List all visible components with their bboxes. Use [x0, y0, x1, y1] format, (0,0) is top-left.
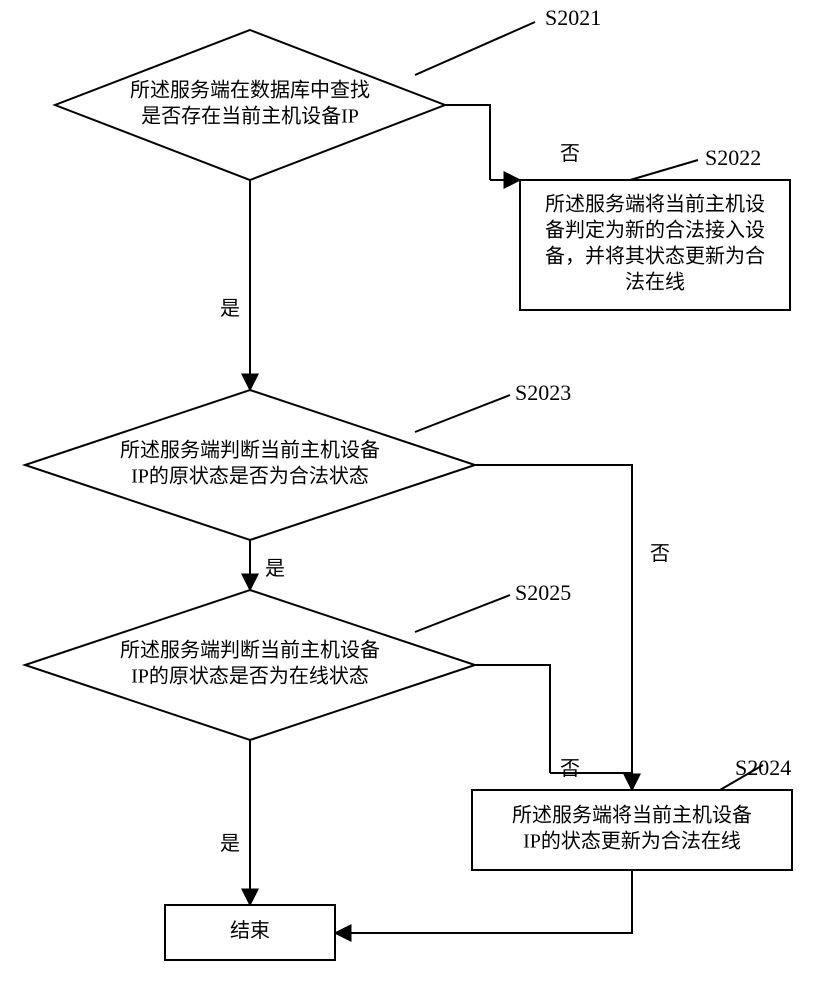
step-label: S2025 — [515, 580, 571, 605]
step-label: S2022 — [705, 145, 761, 170]
d1-line-1: 是否存在当前主机设备IP — [141, 105, 359, 128]
edge-label-3: 是 — [265, 558, 285, 580]
step-label: S2023 — [515, 380, 571, 405]
step-label: S2021 — [545, 5, 601, 30]
edge-label-5: 是 — [220, 833, 240, 855]
node-end: 结束 — [165, 905, 335, 960]
p2-line-0: 所述服务端将当前主机设备 — [512, 804, 752, 827]
node-d3: 所述服务端判断当前主机设备 IP的原状态是否为在线状态 S2025 — [25, 580, 571, 740]
edge-label-4: 否 — [650, 543, 670, 565]
leader-line — [630, 160, 698, 180]
edge-1 — [445, 105, 490, 180]
edge-label-1: 否 — [560, 143, 580, 165]
step-label: S2024 — [735, 755, 791, 780]
p1-line-2: 备，并将其状态更新为合 — [545, 245, 765, 268]
leader-line — [415, 395, 510, 432]
d2-line-1: IP的原状态是否为合法状态 — [131, 465, 369, 488]
edge-4 — [475, 465, 632, 790]
p2-line-1: IP的状态更新为合法在线 — [523, 830, 741, 853]
edge-8 — [335, 870, 632, 933]
leader-line — [415, 22, 535, 75]
p1-line-0: 所述服务端将当前主机设 — [545, 193, 765, 216]
p1-line-3: 法在线 — [625, 271, 685, 294]
end-line-0: 结束 — [230, 919, 270, 942]
edge-label-0: 是 — [220, 298, 240, 320]
leader-line — [415, 595, 510, 632]
edge-6 — [475, 665, 550, 773]
p1-line-1: 备判定为新的合法接入设 — [545, 219, 765, 242]
d1-line-0: 所述服务端在数据库中查找 — [130, 79, 370, 102]
d3-line-0: 所述服务端判断当前主机设备 — [120, 639, 380, 662]
d2-line-0: 所述服务端判断当前主机设备 — [120, 439, 380, 462]
node-p1: 所述服务端将当前主机设备判定为新的合法接入设备，并将其状态更新为合法在线 S202… — [520, 145, 790, 310]
d3-line-1: IP的原状态是否为在线状态 — [131, 665, 369, 688]
node-d2: 所述服务端判断当前主机设备 IP的原状态是否为合法状态 S2023 — [25, 380, 571, 540]
nodes-layer: 所述服务端在数据库中查找是否存在当前主机设备IP S2021 所述服务端将当前主机设… — [25, 5, 792, 960]
edge-label-6: 否 — [560, 758, 580, 780]
node-d1: 所述服务端在数据库中查找是否存在当前主机设备IP S2021 — [55, 5, 601, 180]
